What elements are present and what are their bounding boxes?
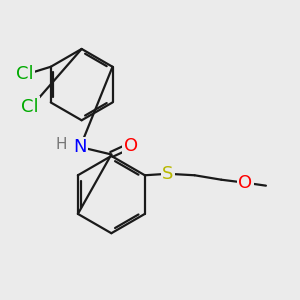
- Text: O: O: [124, 136, 138, 154]
- Text: O: O: [238, 174, 252, 192]
- Text: Cl: Cl: [16, 65, 34, 83]
- Text: Cl: Cl: [21, 98, 38, 116]
- Text: N: N: [74, 138, 87, 156]
- Text: H: H: [55, 136, 67, 152]
- Text: S: S: [162, 165, 173, 183]
